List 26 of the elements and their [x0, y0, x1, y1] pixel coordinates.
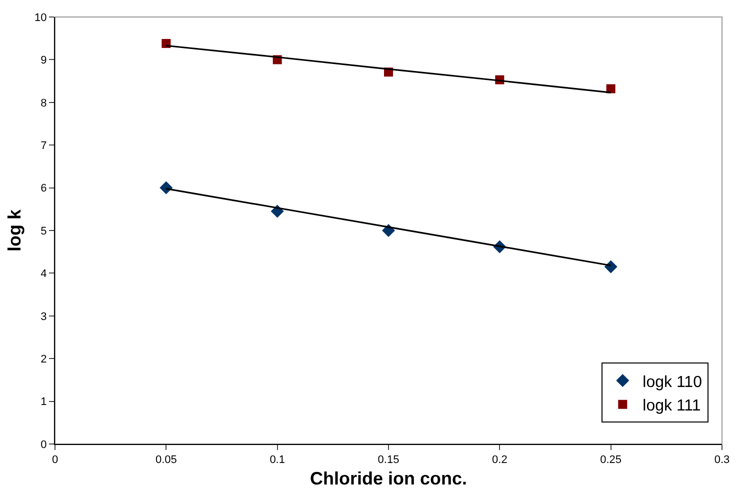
x-tick-label: 0: [52, 454, 58, 466]
point: [162, 38, 171, 48]
y-tick-label: 7: [40, 140, 47, 152]
y-tick-label: 4: [40, 268, 47, 280]
point: [604, 260, 618, 274]
point: [606, 84, 616, 94]
y-tick-label: 6: [40, 182, 47, 195]
point: [160, 181, 173, 194]
x-axis-title: Chloride ion conc.: [310, 468, 468, 488]
y-tick-label: 2: [40, 353, 47, 366]
x-tick-label: 0.3: [714, 454, 730, 466]
x-tick-label: 0.2: [492, 454, 508, 466]
x-tick-label: 0.25: [600, 454, 622, 466]
y-tick-label: 1: [40, 396, 47, 408]
y-tick-label: 3: [40, 310, 47, 323]
y-tick-label: 8: [40, 97, 47, 110]
y-tick-label: 0: [40, 438, 47, 451]
x-tick-label: 0.15: [378, 454, 400, 466]
y-tick-label: 10: [34, 12, 47, 24]
legend-label: logk 111: [642, 398, 701, 415]
y-tick-label: 9: [40, 54, 47, 67]
x-tick-label: 0.05: [155, 454, 177, 466]
x-tick-label: 0.1: [270, 454, 285, 466]
legend-label: logk 110: [642, 374, 702, 391]
y-tick-label: 5: [40, 225, 47, 238]
y-axis-title: log k: [4, 208, 25, 252]
